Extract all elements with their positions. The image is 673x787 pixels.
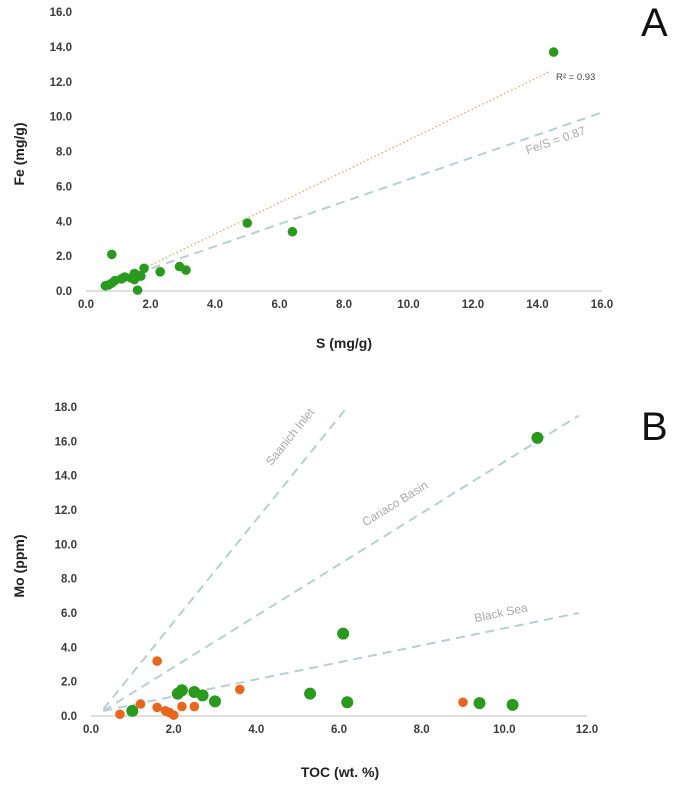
panel-b-green-data-point — [126, 704, 139, 717]
panel-b-x-tick-label: 8.0 — [414, 724, 430, 736]
panel-b-x-tick-label: 4.0 — [248, 724, 264, 736]
panel-b-y-tick-label: 0.0 — [61, 711, 77, 723]
panel-b-orange-data-point — [168, 710, 179, 720]
panel-b-reference-line — [102, 414, 580, 712]
panel-a-r-squared-label: R² = 0.93 — [556, 72, 595, 83]
panel-b-x-axis-label: TOC (wt. %) — [301, 764, 379, 780]
panel-a-x-axis-label: S (mg/g) — [316, 335, 372, 351]
panel-b-orange-data-point — [177, 701, 187, 712]
panel-a-y-axis-label: Fe (mg/g) — [11, 123, 27, 186]
panel-b-reference-line — [102, 406, 349, 710]
panel-a-x-tick-label: 16.0 — [591, 299, 613, 311]
panel-b-green-data-point — [341, 696, 354, 709]
panel-b-label: B — [641, 405, 668, 449]
panel-b-y-tick-label: 10.0 — [55, 539, 77, 551]
panel-a-data-point — [107, 249, 117, 260]
panel-a-data-point — [181, 265, 191, 275]
panel-b-orange-data-point — [152, 702, 162, 713]
panel-b-orange-data-point — [189, 701, 200, 712]
panel-b-green-data-point — [175, 684, 188, 697]
panel-a-x-tick-label: 14.0 — [526, 299, 548, 311]
panel-a-data-point — [139, 263, 149, 274]
panel-b-orange-data-point — [235, 684, 245, 695]
panel-a-data-point — [548, 47, 559, 57]
panel-b-x-tick-label: 12.0 — [576, 724, 598, 736]
panel-b-orange-data-point — [458, 697, 468, 708]
panel-a-y-tick-label: 8.0 — [56, 147, 72, 159]
panel-a-label: A — [641, 1, 668, 45]
panel-b-cariaco-basin-label: Cariaco Basin — [360, 478, 431, 529]
panel-a-x-tick-label: 12.0 — [462, 299, 484, 311]
panel-b-green-data-point — [473, 697, 486, 710]
panel-a-y-tick-label: 0.0 — [56, 286, 72, 298]
panel-a-y-tick-label: 10.0 — [50, 112, 72, 124]
panel-a-x-tick-label: 6.0 — [272, 299, 288, 311]
panel-b-y-axis-label: Mo (ppm) — [11, 535, 27, 598]
panel-b-orange-data-point — [115, 709, 125, 720]
panel-b-y-tick-label: 14.0 — [55, 471, 77, 483]
panel-b-y-tick-label: 6.0 — [61, 608, 77, 620]
panel-b-green-data-point — [506, 698, 519, 711]
panel-a-data-point — [132, 285, 143, 295]
panel-a-fe-s-reference-line — [137, 111, 603, 275]
panel-b-x-tick-label: 2.0 — [166, 724, 182, 736]
panel-b-y-tick-label: 18.0 — [55, 402, 77, 414]
panel-b-y-tick-label: 4.0 — [61, 642, 77, 654]
panel-b-y-tick-label: 2.0 — [61, 677, 77, 689]
panel-b-green-data-point — [196, 689, 209, 702]
panel-b-y-tick-label: 8.0 — [61, 574, 77, 586]
panel-b-orange-data-point — [152, 656, 162, 666]
panel-a-y-tick-label: 14.0 — [50, 42, 72, 54]
panel-b-x-tick-label: 10.0 — [493, 724, 515, 736]
panel-b-saanich-inlet-label: Saanich Inlet — [263, 405, 318, 468]
panel-a-y-tick-label: 6.0 — [56, 181, 72, 193]
panel-a-x-tick-label: 10.0 — [397, 299, 419, 311]
panel-a-data-point — [155, 267, 165, 277]
panel-b-y-tick-label: 12.0 — [55, 505, 77, 517]
panel-b-black-sea-label: Black Sea — [473, 600, 529, 625]
panel-b-orange-data-point — [135, 699, 146, 709]
panel-a-x-tick-label: 4.0 — [207, 299, 223, 311]
panel-b-green-data-point — [304, 687, 317, 700]
panel-b-y-tick-label: 16.0 — [55, 436, 77, 448]
panel-a-chart: 0.0 2.0 4.0 6.0 8.0 10.0 12.0 14.0 16.0 0.0 2.0 4.… — [11, 1, 668, 351]
panel-b-x-tick-label: 6.0 — [331, 724, 347, 736]
panel-a-x-tick-label: 2.0 — [143, 299, 159, 311]
panel-a-y-tick-label: 16.0 — [50, 7, 72, 19]
panel-b-green-data-point — [209, 695, 221, 708]
panel-a-x-tick-label: 8.0 — [336, 299, 352, 311]
panel-b-green-data-point — [337, 627, 350, 640]
panel-a-data-point — [287, 226, 298, 237]
panel-a-y-tick-label: 12.0 — [50, 77, 72, 89]
panel-a-data-point — [242, 218, 253, 228]
panel-a-trendline — [143, 70, 551, 269]
panel-a-y-tick-label: 4.0 — [56, 216, 72, 228]
panel-a-y-tick-label: 2.0 — [56, 251, 72, 263]
panel-a-data-point — [136, 271, 146, 281]
panel-b-x-tick-label: 0.0 — [83, 724, 99, 736]
panel-b-green-data-point — [531, 431, 544, 444]
panel-b-chart: 0.0 2.0 4.0 6.0 8.0 10.0 12.0 0.0 2.0 4.0 6.0 8.0 1… — [11, 402, 668, 780]
panel-a-x-tick-label: 0.0 — [78, 299, 94, 311]
